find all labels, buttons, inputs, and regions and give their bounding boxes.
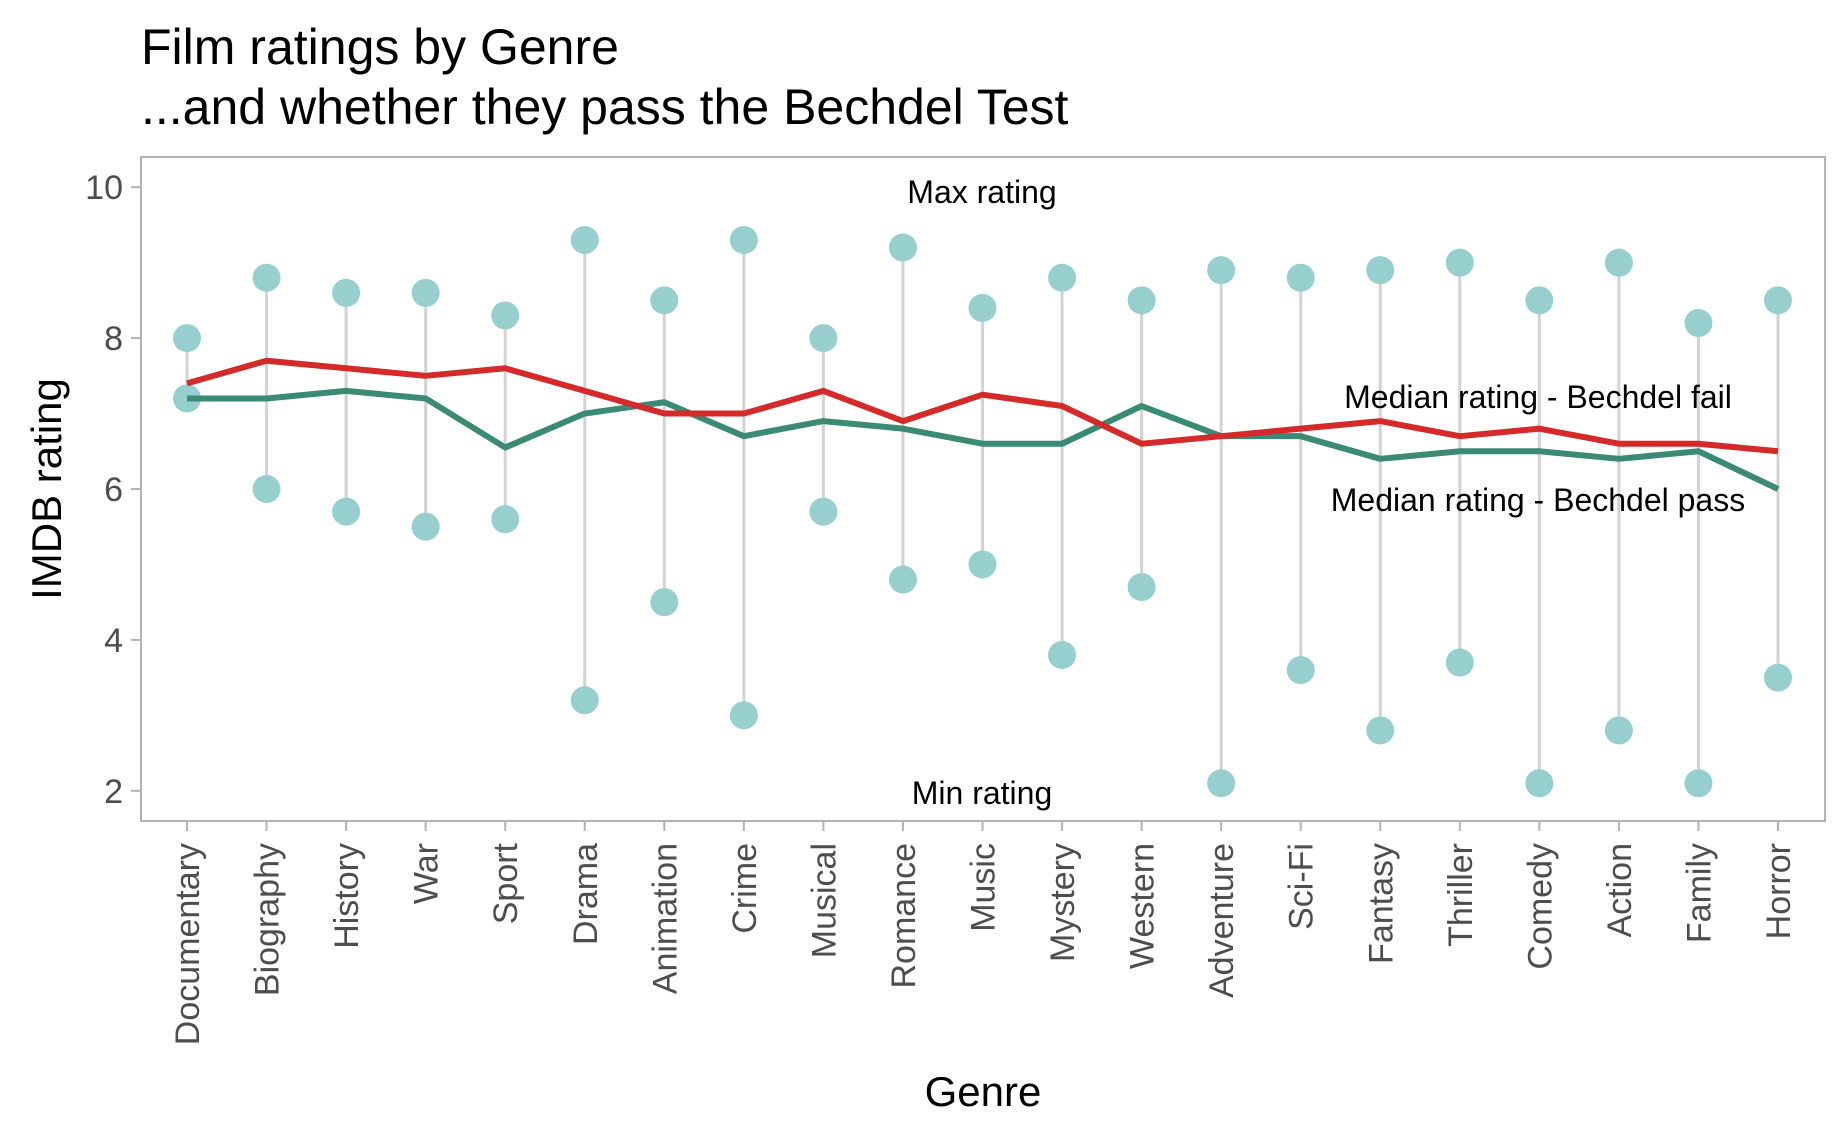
max-point-17 [1525,286,1554,315]
x-tick-label: Action [1601,843,1639,938]
max-point-6 [650,286,679,315]
bechdel-pass-label: Median rating - Bechdel pass [1331,482,1745,518]
min-point-20 [1764,663,1792,692]
max-point-10 [968,293,997,322]
min-point-11 [1048,641,1077,669]
series-line-0 [186,357,1779,455]
max-point-4 [491,301,520,330]
max-point-9 [888,233,917,262]
min-rating-label: Min rating [912,775,1053,811]
range-lines [185,240,1780,784]
y-tick-label: 6 [104,471,123,509]
min-point-14 [1286,656,1315,685]
min-point-10 [968,550,997,579]
x-tick-label: Sport [487,842,525,924]
y-axis: 2 4 6 8 10 [85,169,141,811]
min-point-3 [411,512,440,541]
x-tick-label: Romance [885,843,923,989]
x-tick-label: Animation [646,843,684,994]
min-point-19 [1684,769,1713,798]
x-tick-label: Sci-Fi [1283,843,1321,930]
min-point-2 [332,497,361,526]
max-point-0 [173,324,201,353]
chart-subtitle: ...and whether they pass the Bechdel Tes… [141,79,1069,135]
min-point-7 [729,701,758,730]
bechdel-fail-label: Median rating - Bechdel fail [1344,379,1732,415]
x-tick-label: History [328,843,366,949]
max-point-19 [1684,309,1713,337]
y-axis-title: IMDB rating [23,378,70,600]
min-point-1 [252,475,281,503]
min-point-5 [570,686,599,715]
x-tick-label: Mystery [1044,843,1082,962]
rating-points [173,226,1792,798]
x-tick-label: War [408,843,446,904]
max-point-14 [1286,263,1315,292]
x-tick-label: Horror [1760,843,1798,939]
min-point-6 [650,588,679,617]
min-point-16 [1445,648,1474,677]
y-tick-label: 2 [104,773,123,811]
x-tick-label: Drama [567,843,605,945]
x-tick-label: Comedy [1521,843,1559,970]
x-tick-label: Western [1124,843,1162,969]
max-point-1 [252,263,281,292]
max-point-20 [1764,286,1792,315]
min-point-9 [888,565,917,594]
min-point-17 [1525,769,1554,798]
min-point-15 [1366,716,1395,745]
x-tick-label: Crime [726,843,764,934]
min-point-8 [809,497,838,526]
min-point-12 [1127,573,1156,602]
min-point-4 [491,505,520,534]
x-tick-label: Adventure [1203,843,1241,998]
x-tick-label: Musical [805,843,843,958]
y-tick-label: 4 [104,622,123,660]
series-line-1 [187,387,1780,492]
min-point-13 [1207,769,1236,798]
max-point-7 [729,226,758,254]
y-tick-label: 8 [104,320,123,358]
max-point-15 [1366,256,1395,285]
max-point-12 [1127,286,1156,315]
x-axis-title: Genre [925,1068,1042,1115]
max-point-2 [332,278,361,307]
min-point-18 [1604,716,1633,745]
x-tick-label: Music [965,843,1003,932]
x-tick-label: Fantasy [1362,843,1400,964]
max-point-13 [1207,256,1236,285]
x-tick-label: Thriller [1442,843,1480,947]
max-point-5 [570,226,599,254]
x-tick-label: Family [1680,843,1718,943]
x-axis: Documentary Biography History War Sport Drama… [169,821,1798,1045]
max-point-8 [809,324,838,353]
max-point-3 [411,278,440,307]
x-tick-label: Documentary [169,843,207,1045]
max-point-18 [1604,248,1633,277]
max-point-11 [1048,263,1077,292]
y-tick-label: 10 [85,169,123,207]
x-tick-label: Biography [249,843,287,996]
max-rating-label: Max rating [907,174,1056,210]
max-point-16 [1445,248,1474,277]
median-series [186,357,1780,492]
chart-title: Film ratings by Genre [141,19,619,75]
